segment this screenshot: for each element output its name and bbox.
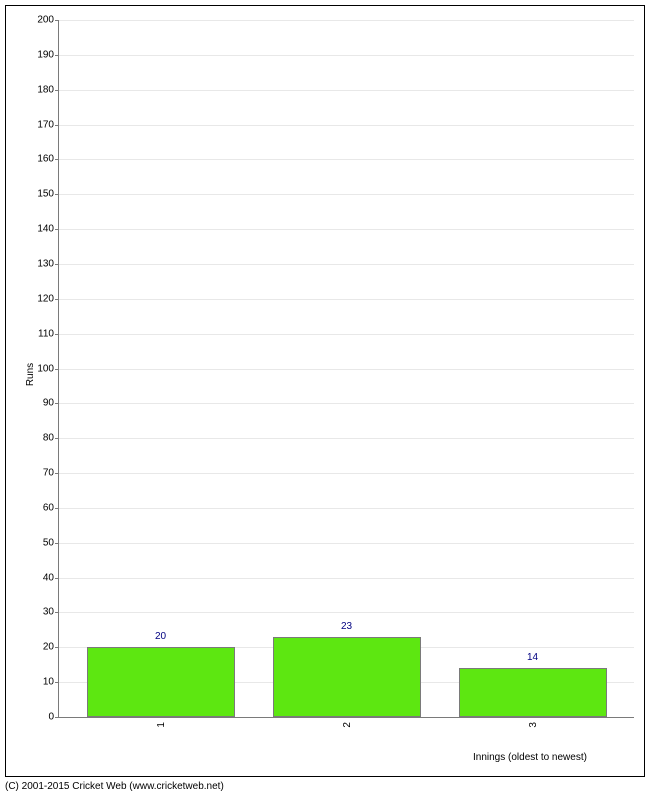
bar-value-label: 23 [341,621,352,632]
bar-value-label: 14 [527,652,538,663]
ytick [55,473,59,474]
gridline [59,20,634,21]
ytick [55,125,59,126]
ytick-label: 70 [24,468,54,479]
ytick-label: 50 [24,537,54,548]
ytick-label: 60 [24,502,54,513]
xtick-label: 3 [528,722,539,728]
gridline [59,543,634,544]
gridline [59,264,634,265]
ytick [55,334,59,335]
gridline [59,334,634,335]
bar [459,668,607,717]
xtick-label: 1 [156,722,167,728]
ytick-label: 200 [24,15,54,26]
xtick-label: 2 [342,722,353,728]
ytick-label: 10 [24,677,54,688]
ytick [55,403,59,404]
ytick-label: 100 [24,363,54,374]
ytick [55,264,59,265]
gridline [59,438,634,439]
plot-area: Runs 01020304050607080901001101201301401… [58,20,634,718]
ytick [55,20,59,21]
ytick-label: 180 [24,84,54,95]
bar [273,637,421,717]
ytick-label: 190 [24,49,54,60]
ytick [55,543,59,544]
gridline [59,229,634,230]
gridline [59,578,634,579]
ytick-label: 120 [24,293,54,304]
bar [87,647,235,717]
ytick [55,159,59,160]
gridline [59,90,634,91]
gridline [59,508,634,509]
ytick-label: 140 [24,224,54,235]
ytick-label: 90 [24,398,54,409]
ytick-label: 30 [24,607,54,618]
ytick-label: 80 [24,433,54,444]
gridline [59,473,634,474]
copyright-text: (C) 2001-2015 Cricket Web (www.cricketwe… [5,781,224,792]
ytick [55,299,59,300]
ytick [55,717,59,718]
ytick [55,682,59,683]
ytick-label: 130 [24,258,54,269]
ytick [55,647,59,648]
gridline [59,194,634,195]
gridline [59,299,634,300]
ytick [55,194,59,195]
gridline [59,612,634,613]
ytick-label: 170 [24,119,54,130]
ytick-label: 0 [24,712,54,723]
gridline [59,369,634,370]
chart-container: Runs 01020304050607080901001101201301401… [0,0,650,800]
ytick [55,90,59,91]
gridline [59,159,634,160]
ytick-label: 150 [24,189,54,200]
gridline [59,125,634,126]
gridline [59,55,634,56]
gridline [59,403,634,404]
ytick [55,438,59,439]
ytick [55,229,59,230]
x-axis-label: Innings (oldest to newest) [473,752,587,763]
ytick-label: 110 [24,328,54,339]
ytick [55,369,59,370]
ytick [55,508,59,509]
ytick [55,578,59,579]
ytick-label: 20 [24,642,54,653]
bar-value-label: 20 [155,631,166,642]
ytick-label: 40 [24,572,54,583]
ytick [55,55,59,56]
ytick-label: 160 [24,154,54,165]
ytick [55,612,59,613]
